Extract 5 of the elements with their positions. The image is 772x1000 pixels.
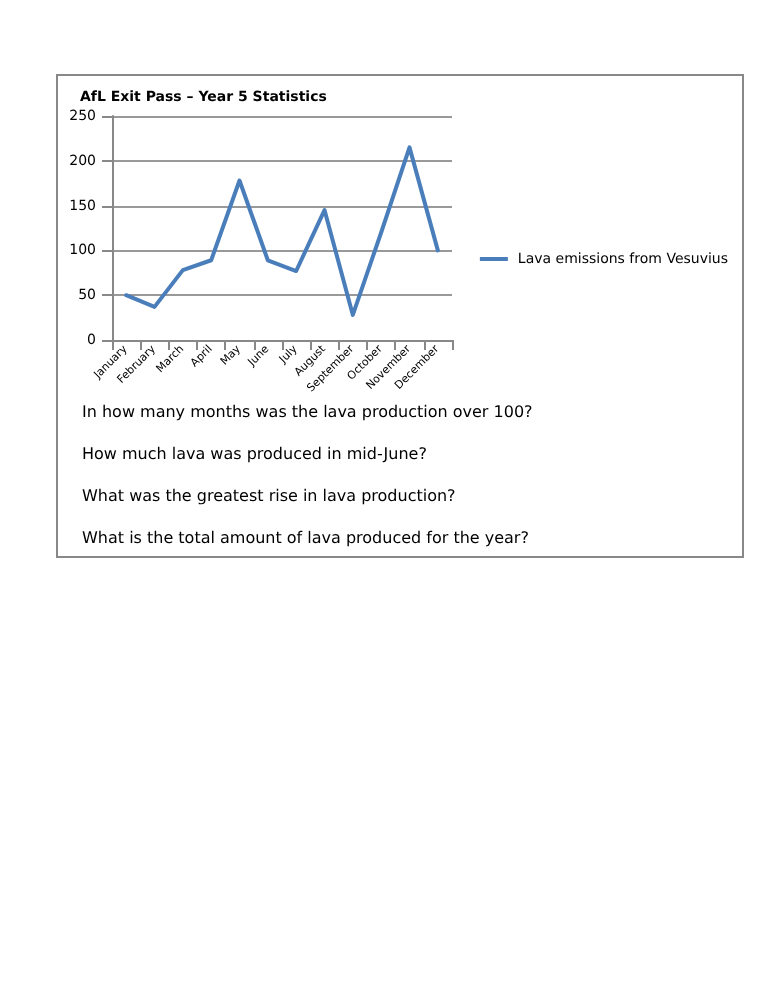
text: What is the total amount of lava produced for the year? — [82, 529, 529, 547]
text: In how many months was the lava production over 100? — [82, 403, 533, 421]
text: What was the greatest rise in lava production? — [82, 487, 456, 505]
line-series — [124, 145, 440, 317]
text: How much lava was produced in mid-June? — [82, 445, 427, 463]
